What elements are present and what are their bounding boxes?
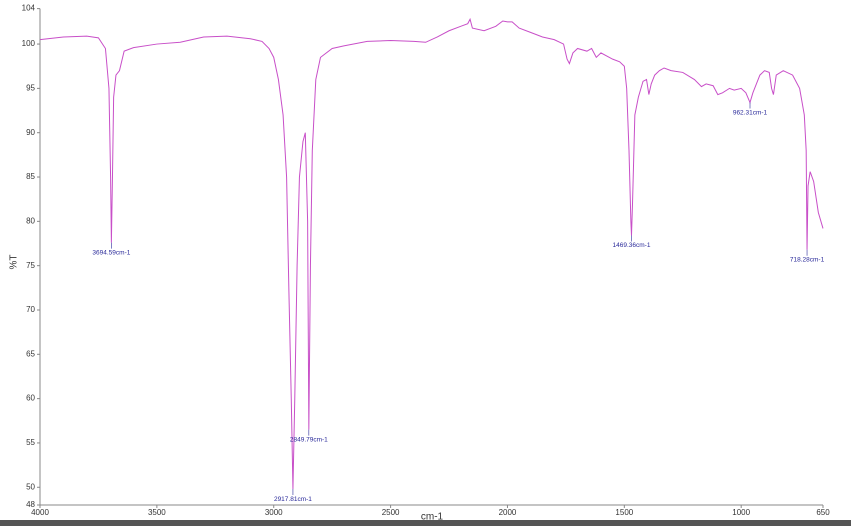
peak-label: 962.31cm-1 xyxy=(733,109,768,116)
y-tick-label: 55 xyxy=(26,438,35,447)
y-axis-label: %T xyxy=(9,255,20,270)
y-tick-label: 104 xyxy=(22,4,36,13)
peak-label: 2849.79cm-1 xyxy=(290,436,328,443)
y-tick-label: 60 xyxy=(26,394,35,403)
y-tick-label: 70 xyxy=(26,305,35,314)
x-tick-label: 1000 xyxy=(732,508,750,517)
peak-label: 3694.59cm-1 xyxy=(92,249,130,256)
peak-label: 1469.36cm-1 xyxy=(613,242,651,249)
peak-label: 718.28cm-1 xyxy=(790,256,825,263)
x-tick-label: 3000 xyxy=(265,508,283,517)
x-tick-label: 650 xyxy=(816,508,830,517)
y-tick-label: 75 xyxy=(26,261,35,270)
peak-label: 2917.81cm-1 xyxy=(274,496,312,503)
y-tick-label: 48 xyxy=(26,500,35,509)
spectrum-line xyxy=(39,17,824,490)
x-axis-label: cm-1 xyxy=(421,512,444,523)
x-tick-label: 2500 xyxy=(382,508,400,517)
y-tick-label: 80 xyxy=(26,216,35,225)
bottom-strip xyxy=(0,520,851,526)
x-tick-label: 1500 xyxy=(615,508,633,517)
y-tick-label: 90 xyxy=(26,128,35,137)
y-tick-label: 65 xyxy=(26,349,35,358)
y-tick-label: 95 xyxy=(26,83,35,92)
x-tick-label: 3500 xyxy=(148,508,166,517)
x-tick-label: 2000 xyxy=(499,508,517,517)
y-tick-label: 50 xyxy=(26,482,35,491)
y-tick-label: 85 xyxy=(26,172,35,181)
y-tick-label: 100 xyxy=(22,39,36,48)
x-tick-label: 4000 xyxy=(31,508,49,517)
